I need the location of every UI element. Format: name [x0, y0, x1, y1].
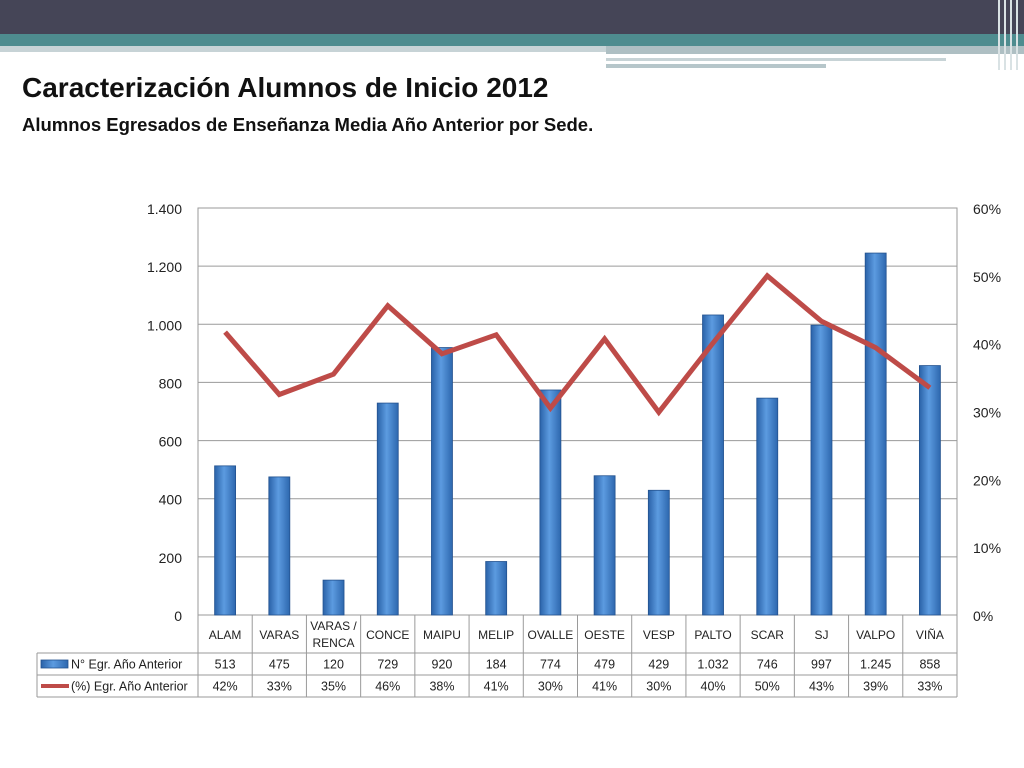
table-value-count: 184 [486, 658, 507, 672]
x-category-label: VIÑA [916, 628, 944, 642]
x-category-label: VALPO [856, 628, 895, 642]
y-left-tick-label: 600 [159, 434, 183, 450]
header-grey-line-short [606, 64, 826, 68]
bar-8 [593, 475, 616, 616]
y-right-tick-label: 60% [973, 201, 1001, 217]
bar-11 [756, 397, 779, 616]
x-category-label: MELIP [478, 628, 514, 642]
table-value-percent: 41% [592, 680, 617, 694]
table-value-percent: 33% [267, 680, 292, 694]
y-left-tick-label: 200 [159, 550, 183, 566]
y-right-tick-label: 10% [973, 540, 1001, 556]
table-value-count: 858 [919, 658, 940, 672]
table-value-count: 120 [323, 658, 344, 672]
table-value-count: 746 [757, 658, 778, 672]
table-value-count: 1.032 [697, 658, 728, 672]
plot-area-border [197, 207, 958, 616]
table-value-count: 429 [648, 658, 669, 672]
percent-line [223, 272, 932, 417]
x-category-label: VARAS [259, 628, 299, 642]
table-value-percent: 43% [809, 680, 834, 694]
x-category-label: SCAR [751, 628, 785, 642]
header-dark-band [0, 0, 1024, 34]
table-value-percent: 40% [701, 680, 726, 694]
y-left-tick-label: 1.200 [147, 259, 182, 275]
bar-4 [376, 402, 399, 616]
table-value-count: 729 [377, 658, 398, 672]
x-category-label: VESP [643, 628, 675, 642]
page-subtitle: Alumnos Egresados de Enseñanza Media Año… [22, 114, 594, 135]
legend-label-count: N° Egr. Año Anterior [71, 658, 182, 672]
table-value-percent: 50% [755, 680, 780, 694]
x-category-label: VARAS / [310, 619, 357, 633]
table-value-percent: 30% [538, 680, 563, 694]
x-category-label: MAIPU [423, 628, 461, 642]
table-value-count: 479 [594, 658, 615, 672]
table-value-percent: 38% [429, 680, 454, 694]
header-teal-band [0, 34, 1024, 46]
header-grey-band [0, 46, 606, 52]
y-right-tick-label: 20% [973, 472, 1001, 488]
table-value-count: 513 [215, 658, 236, 672]
table-value-count: 1.245 [860, 658, 891, 672]
table-value-count: 475 [269, 658, 290, 672]
y-right-tick-label: 30% [973, 405, 1001, 421]
header-grey-band-right [606, 46, 1024, 54]
y-left-tick-label: 1.400 [147, 201, 182, 217]
x-category-label: PALTO [694, 628, 731, 642]
y-right-tick-label: 40% [973, 337, 1001, 353]
table-value-percent: 39% [863, 680, 888, 694]
legend-bar-key [40, 659, 69, 669]
bar-6 [485, 561, 508, 616]
y-left-tick-label: 1.000 [147, 317, 182, 333]
table-value-percent: 41% [484, 680, 509, 694]
bar-5 [431, 347, 453, 616]
x-category-label: ALAM [209, 628, 242, 642]
bar-14 [918, 365, 941, 616]
table-value-percent: 33% [917, 680, 942, 694]
table-value-percent: 30% [646, 680, 671, 694]
x-category-label: OESTE [584, 628, 625, 642]
table-value-percent: 35% [321, 680, 346, 694]
y-left-tick-label: 800 [159, 375, 183, 391]
legend-label-percent: (%) Egr. Año Anterior [71, 680, 188, 694]
y-right-tick-label: 50% [973, 269, 1001, 285]
bar-7 [539, 389, 562, 616]
header-corner-decoration [994, 0, 1024, 70]
y-left-tick-label: 400 [159, 492, 183, 508]
table-value-count: 997 [811, 658, 832, 672]
bar-10 [702, 314, 724, 616]
x-category-label: SJ [814, 628, 828, 642]
y-right-tick-label: 0% [973, 608, 993, 624]
bar-2 [268, 476, 291, 616]
bar-3 [322, 579, 345, 616]
header-grey-line [606, 58, 946, 61]
table-value-count: 920 [432, 658, 453, 672]
table-value-count: 774 [540, 658, 561, 672]
table-value-percent: 42% [213, 680, 238, 694]
x-category-label: CONCE [366, 628, 409, 642]
y-left-tick-label: 0 [174, 608, 182, 624]
x-category-label: RENCA [313, 636, 355, 650]
x-category-label: OVALLE [527, 628, 573, 642]
table-value-percent: 46% [375, 680, 400, 694]
bar-12 [810, 324, 833, 616]
bar-13 [864, 252, 887, 616]
bar-9 [647, 489, 670, 616]
bar-1 [214, 465, 237, 616]
page-title: Caracterización Alumnos de Inicio 2012 [22, 72, 549, 103]
